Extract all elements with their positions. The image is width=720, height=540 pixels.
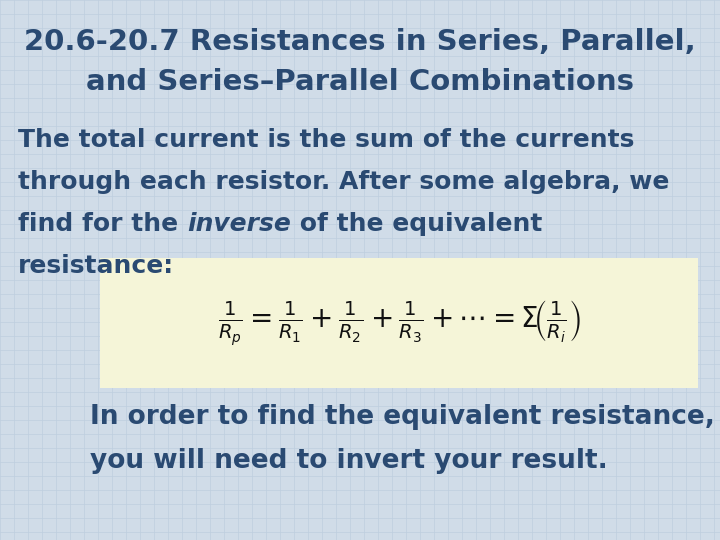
Text: of the equivalent: of the equivalent bbox=[291, 212, 542, 236]
Text: In order to find the equivalent resistance,: In order to find the equivalent resistan… bbox=[90, 404, 715, 430]
Text: and Series–Parallel Combinations: and Series–Parallel Combinations bbox=[86, 68, 634, 96]
Text: through each resistor. After some algebra, we: through each resistor. After some algebr… bbox=[18, 170, 670, 194]
Bar bbox=[100, 258, 698, 388]
Text: inverse: inverse bbox=[187, 212, 291, 236]
Text: 20.6-20.7 Resistances in Series, Parallel,: 20.6-20.7 Resistances in Series, Paralle… bbox=[24, 28, 696, 56]
Text: The total current is the sum of the currents: The total current is the sum of the curr… bbox=[18, 128, 634, 152]
Text: resistance:: resistance: bbox=[18, 254, 174, 278]
Text: $\frac{1}{R_p} = \frac{1}{R_1} + \frac{1}{R_2} + \frac{1}{R_3} + \cdots = \Sigma: $\frac{1}{R_p} = \frac{1}{R_1} + \frac{1… bbox=[217, 299, 580, 348]
Text: find for the: find for the bbox=[18, 212, 187, 236]
Text: you will need to invert your result.: you will need to invert your result. bbox=[90, 448, 608, 474]
